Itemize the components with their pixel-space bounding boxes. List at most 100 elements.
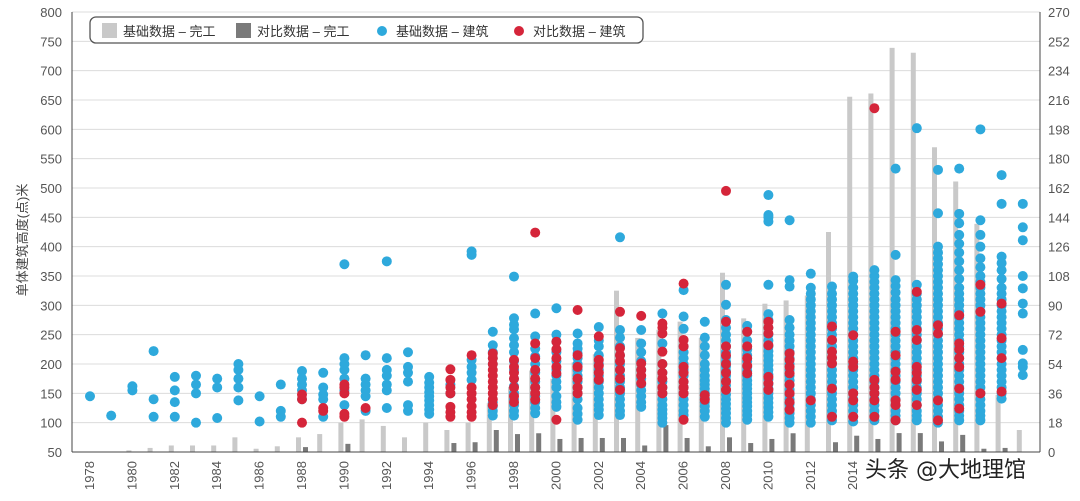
point-base-building xyxy=(848,271,859,282)
point-compare-building xyxy=(975,279,986,290)
bar-compare-complete xyxy=(896,433,902,452)
point-base-building xyxy=(805,282,816,293)
point-base-building xyxy=(339,259,350,270)
x-tick-label: 2000 xyxy=(548,461,563,490)
point-compare-building xyxy=(869,395,880,406)
bar-compare-complete xyxy=(769,438,775,452)
point-base-building xyxy=(572,403,583,413)
point-base-building xyxy=(191,379,201,390)
point-base-building xyxy=(572,338,583,349)
point-compare-building xyxy=(593,367,604,378)
x-tick-label: 1982 xyxy=(167,461,182,490)
point-base-building xyxy=(615,232,625,243)
x-tick-label: 1992 xyxy=(379,461,394,490)
point-compare-building xyxy=(530,364,541,375)
point-base-building xyxy=(572,328,583,339)
point-compare-building xyxy=(911,384,922,395)
bar-compare-complete xyxy=(451,443,457,452)
point-base-building xyxy=(784,275,795,286)
legend-dot-icon xyxy=(377,26,387,36)
bar-base-complete xyxy=(126,450,132,452)
point-base-building xyxy=(975,215,986,226)
point-compare-building xyxy=(954,403,965,414)
point-compare-building xyxy=(742,341,753,352)
point-compare-building xyxy=(742,326,753,337)
point-compare-building xyxy=(890,366,901,377)
bar-base-complete xyxy=(338,422,344,452)
point-base-building xyxy=(975,253,986,264)
bar-base-complete xyxy=(444,430,450,452)
point-base-building xyxy=(339,400,350,411)
point-base-building xyxy=(1017,358,1028,369)
x-tick-label: 2006 xyxy=(676,461,691,490)
point-compare-building xyxy=(445,401,456,412)
point-base-building xyxy=(191,417,201,428)
point-base-building xyxy=(127,381,138,392)
y-tick-label: 600 xyxy=(40,122,62,137)
point-compare-building xyxy=(509,361,519,372)
point-base-building xyxy=(1017,308,1028,319)
point-base-building xyxy=(763,279,774,290)
point-compare-building xyxy=(911,361,922,372)
bar-compare-complete xyxy=(684,437,690,452)
point-base-building xyxy=(318,382,329,393)
point-compare-building xyxy=(593,331,604,342)
point-compare-building xyxy=(890,350,901,361)
point-base-building xyxy=(975,241,986,252)
point-compare-building xyxy=(911,286,922,297)
point-compare-building xyxy=(509,382,519,393)
point-base-building xyxy=(636,347,647,358)
x-tick-label: 2004 xyxy=(633,461,648,490)
bar-compare-complete xyxy=(663,425,669,452)
point-compare-building xyxy=(530,338,541,349)
point-compare-building xyxy=(763,316,774,327)
point-base-building xyxy=(1017,344,1028,355)
point-compare-building xyxy=(933,320,943,331)
point-compare-building xyxy=(721,341,731,352)
bar-base-complete xyxy=(380,425,386,452)
point-base-building xyxy=(890,163,901,174)
x-tick-label: 2008 xyxy=(718,461,733,490)
point-compare-building xyxy=(657,359,668,369)
point-base-building xyxy=(466,361,477,372)
point-compare-building xyxy=(678,361,689,372)
point-compare-building xyxy=(678,414,689,425)
bar-base-complete xyxy=(253,448,259,452)
bar-base-complete xyxy=(211,445,217,452)
scatter-points xyxy=(85,103,1028,428)
point-compare-building xyxy=(487,348,498,359)
point-base-building xyxy=(381,256,392,267)
point-compare-building xyxy=(721,185,731,196)
point-base-building xyxy=(699,359,710,369)
point-compare-building xyxy=(933,395,943,406)
point-base-building xyxy=(1017,283,1028,294)
point-compare-building xyxy=(890,326,901,337)
point-compare-building xyxy=(615,306,625,317)
point-compare-building xyxy=(869,103,880,114)
point-base-building xyxy=(530,308,541,319)
bar-compare-complete xyxy=(557,438,563,452)
point-base-building xyxy=(911,123,922,134)
bar-compare-complete xyxy=(1002,447,1008,452)
point-base-building xyxy=(403,376,413,387)
point-base-building xyxy=(1017,271,1028,281)
point-compare-building xyxy=(742,360,753,371)
axes: 50 100 150 200 250 300 350 400 450 500 550 600 650 70… xyxy=(15,5,1070,490)
point-base-building xyxy=(699,350,710,361)
point-base-building xyxy=(954,273,965,284)
point-compare-building xyxy=(827,346,837,357)
point-compare-building xyxy=(954,338,965,349)
point-compare-building xyxy=(827,411,837,422)
point-base-building xyxy=(254,416,265,427)
point-compare-building xyxy=(721,316,731,327)
y-tick-label: 750 xyxy=(40,34,62,49)
point-base-building xyxy=(954,163,965,174)
point-base-building xyxy=(169,411,180,422)
point-base-building xyxy=(827,288,837,299)
point-compare-building xyxy=(572,305,583,316)
y2-tick-label: 90 xyxy=(1048,298,1062,313)
point-base-building xyxy=(678,311,689,322)
point-compare-building xyxy=(954,361,965,372)
point-base-building xyxy=(954,247,965,258)
x-tick-label: 1994 xyxy=(421,461,436,490)
